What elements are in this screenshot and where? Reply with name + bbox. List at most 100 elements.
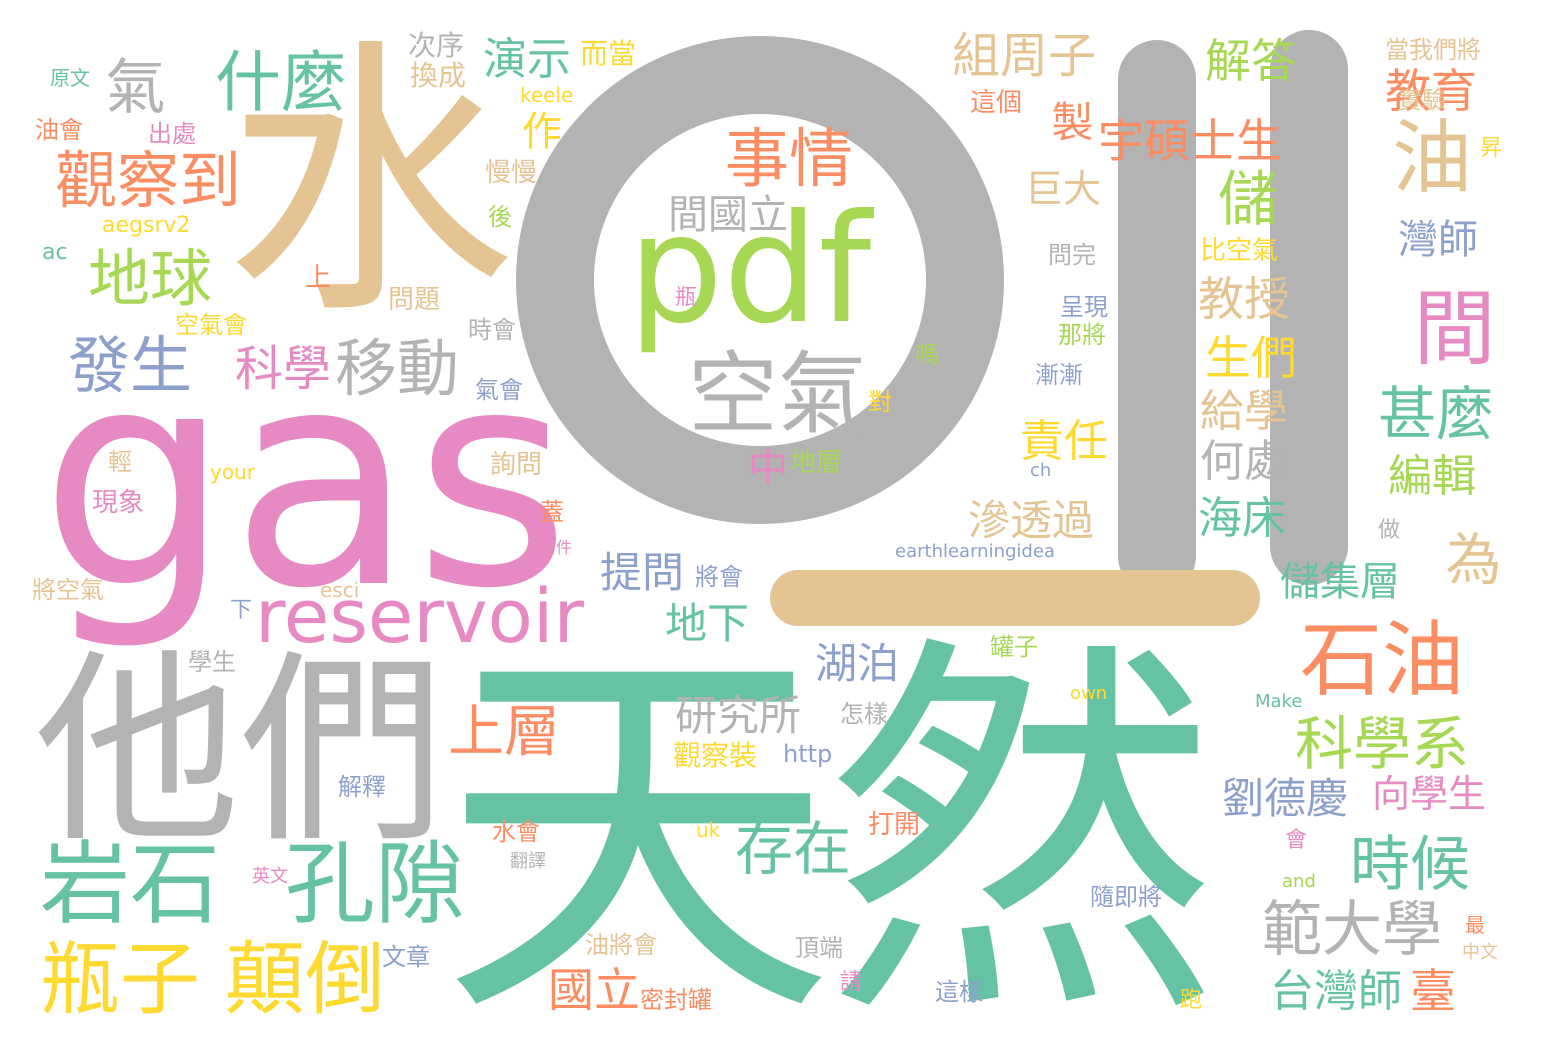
word-qihui: 氣會 — [475, 376, 523, 404]
word-ma: 嗎 — [915, 341, 939, 369]
word-yidong: 移動 — [335, 332, 460, 405]
word-kexuexi: 科學系 — [1295, 710, 1470, 778]
word-shang: 上 — [305, 263, 332, 293]
word-diceng: 地層 — [790, 448, 843, 478]
word-reservoir: reservoir — [255, 574, 584, 660]
word-zhong: 中 — [748, 445, 788, 491]
word-hui: 會 — [1285, 828, 1308, 853]
word-zuo2: 做 — [1378, 518, 1401, 543]
word-bikongqi: 比空氣 — [1200, 236, 1279, 266]
word-wenwan: 問完 — [1048, 241, 1096, 269]
word-zheyang: 這樣 — [935, 978, 983, 1006]
word-jianguoli: 間國立 — [668, 192, 788, 238]
word-kongxi: 孔隙 — [285, 832, 465, 937]
word-fanyi: 翻譯 — [510, 851, 546, 872]
word-jiangkongqi: 將空氣 — [32, 576, 104, 604]
word-pingzi: 瓶子 — [40, 933, 200, 1026]
word-keele: keele — [520, 83, 574, 107]
word-ping: 瓶 — [671, 285, 696, 307]
word-aegsrv2: aegsrv2 — [102, 213, 191, 238]
word-dangwomenjiang: 當我們將 — [1385, 36, 1481, 64]
word-youjianghui: 油將會 — [585, 931, 657, 959]
word-hechu: 何處 — [1200, 436, 1288, 487]
word-jieda: 解答 — [1205, 34, 1297, 88]
oil-letter-l — [1270, 30, 1348, 585]
word-ch: ch — [1030, 460, 1052, 481]
word-and: and — [1282, 871, 1316, 892]
word-wanshi: 灣師 — [1398, 217, 1478, 263]
word-sheng: 昇 — [1480, 136, 1503, 161]
word-xuesheng: 學生 — [188, 648, 236, 676]
word-hubo: 湖泊 — [815, 639, 900, 688]
word-zhi: 製 — [1045, 100, 1094, 142]
word-kexue: 科學 — [235, 341, 332, 397]
word-shihou: 時候 — [1350, 830, 1470, 900]
word-taiwanshi: 台灣師 — [1270, 966, 1402, 1017]
word-yanshi2: 演示 — [483, 34, 571, 85]
word-qing2: 請 — [840, 970, 863, 995]
word-shihui: 時會 — [468, 316, 516, 344]
word-yanjiusuo: 研究所 — [675, 691, 802, 740]
word-gai: 蓋 — [540, 498, 564, 526]
word-haichuang: 海床 — [1198, 493, 1286, 544]
word-hou: 後 — [488, 203, 512, 231]
word-esci: esci — [320, 578, 360, 602]
word-chujiceng: 儲集層 — [1280, 559, 1400, 605]
word-diqiu: 地球 — [88, 242, 213, 315]
word-geixue: 給學 — [1200, 386, 1288, 437]
word-dixia: 地下 — [665, 599, 750, 648]
word-wenzhang: 文章 — [382, 943, 430, 971]
word-shiyou: 石油 — [1300, 613, 1465, 708]
word-chu: 儲 — [1218, 165, 1278, 235]
word-zhongwen: 中文 — [1462, 942, 1498, 963]
word-yuanwen: 原文 — [50, 66, 90, 90]
word-gas: gas — [40, 305, 571, 654]
word-guanchadao: 觀察到 — [55, 144, 242, 217]
word-jieshi: 解釋 — [338, 773, 386, 801]
word-qi: 氣 — [95, 55, 165, 115]
word-zuzhouzi: 組周子 — [952, 28, 1097, 84]
word-ac: ac — [42, 240, 68, 265]
word-tai: 臺 — [1410, 964, 1456, 1018]
word-earthlearningidea: earthlearningidea — [895, 541, 1055, 562]
word-your: your — [210, 460, 255, 484]
word-qing: 輕 — [108, 448, 132, 476]
oil-letter-o — [516, 36, 1004, 524]
word-pdf: pdf — [628, 183, 872, 357]
word-fandaxue: 範大學 — [1262, 895, 1442, 965]
word-chengxian: 呈現 — [1060, 293, 1108, 321]
word-zuo: 作 — [515, 110, 561, 150]
word-manman: 慢慢 — [485, 158, 538, 188]
word-zeren: 責任 — [1020, 416, 1108, 467]
word-bianji: 編輯 — [1388, 451, 1476, 502]
word-shenme2: 甚麼 — [1378, 380, 1495, 448]
word-shuihui: 水會 — [492, 818, 540, 846]
oil-letter-i — [1118, 40, 1196, 595]
word-shangceng: 上層 — [448, 700, 560, 765]
word-mifengguan: 密封罐 — [640, 986, 712, 1014]
word-make: Make — [1255, 691, 1303, 712]
word-zhege: 這個 — [970, 88, 1023, 118]
word-guanzi: 罐子 — [990, 633, 1038, 661]
word-suijijiang: 隨即將 — [1090, 883, 1162, 911]
word-cixu: 次序 — [408, 29, 465, 62]
word-own: own — [1070, 683, 1108, 704]
word-jiaoshou: 教授 — [1198, 272, 1290, 326]
word-pao: 跑 — [1180, 988, 1203, 1013]
word-jiaoyu: 教育 — [1385, 64, 1477, 118]
word-liudeqing: 劉德慶 — [1222, 774, 1349, 823]
word-shui: 水 — [225, 16, 515, 353]
word-shentouguo: 滲透過 — [968, 496, 1095, 545]
word-youhui: 油會 — [35, 116, 83, 144]
word-dui: 對 — [868, 388, 892, 416]
word-xia: 下 — [230, 598, 253, 623]
oil-underline-bar — [770, 570, 1260, 626]
word-wei: 為 — [1436, 530, 1501, 586]
word-diandao: 顛倒 — [225, 933, 385, 1026]
word-cunzai: 存在 — [735, 815, 852, 883]
word-jian: 間 — [1399, 285, 1494, 367]
word-xiangxuesheng: 向學生 — [1372, 772, 1487, 816]
word-huancheng: 換成 — [410, 59, 467, 92]
word-chuchu: 出處 — [148, 120, 196, 148]
